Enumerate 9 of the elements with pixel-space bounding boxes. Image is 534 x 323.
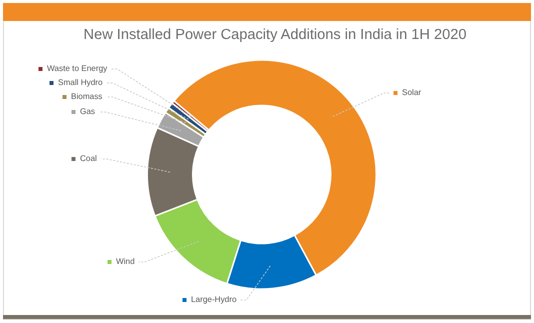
legend-label: Gas xyxy=(80,107,96,116)
legend-label: Waste to Energy xyxy=(47,64,108,74)
legend-label: Solar xyxy=(402,88,422,98)
chart-title: New Installed Power Capacity Additions in India in 1H 2020 xyxy=(84,26,466,43)
legend-label: Coal xyxy=(80,154,98,164)
legend-label: Small Hydro xyxy=(58,78,104,88)
legend-label: Wind xyxy=(116,257,136,266)
legend-label: Biomass xyxy=(71,92,102,102)
legend-label: Large-Hydro xyxy=(191,295,237,304)
